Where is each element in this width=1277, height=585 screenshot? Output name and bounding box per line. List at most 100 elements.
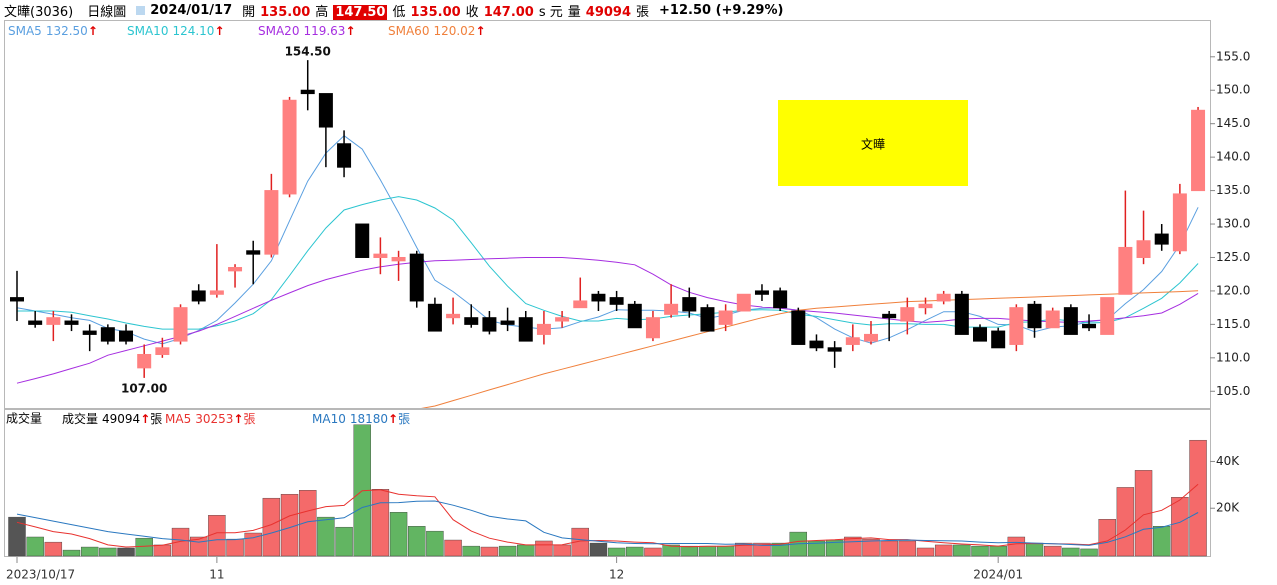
- y-tick-label: 130.0: [1216, 217, 1250, 231]
- volume-bar: [753, 542, 771, 557]
- candle-body: [627, 303, 642, 329]
- volume-bar: [771, 542, 789, 557]
- volume-bar: [117, 547, 135, 557]
- legend-trend: ↑: [140, 412, 150, 426]
- y-tick-label: 155.0: [1216, 49, 1250, 63]
- y-tick-label: 40K: [1216, 454, 1240, 468]
- y-tick-label: 145.0: [1216, 116, 1250, 130]
- field-value: 49094: [585, 5, 632, 20]
- candle-body: [409, 253, 424, 302]
- candle-body: [427, 303, 442, 332]
- legend-entry: SMA60 120.02↑: [388, 24, 486, 38]
- y-tick-label: 20K: [1216, 501, 1240, 515]
- candle-body: [773, 290, 788, 309]
- legend-unit: 張: [150, 412, 162, 426]
- volume-bar: [480, 546, 499, 557]
- y-tick-label: 125.0: [1216, 250, 1250, 264]
- y-tick-label: 135.0: [1216, 183, 1250, 197]
- legend-name: MA10: [312, 412, 346, 426]
- candle-body: [591, 293, 606, 302]
- volume-bar: [1025, 542, 1044, 557]
- candle-body: [300, 89, 315, 95]
- candle-body: [155, 347, 170, 355]
- legend-name: 成交量: [62, 411, 98, 426]
- candle-body: [809, 340, 824, 349]
- volume-bar: [99, 547, 117, 557]
- candle-body: [391, 256, 406, 262]
- candle-body: [446, 313, 461, 319]
- legend-value: 132.50: [46, 24, 88, 38]
- candle-body: [1191, 109, 1206, 192]
- field-value: 147.00: [483, 5, 534, 20]
- legend-trend: ↑: [214, 24, 224, 38]
- volume-bar: [135, 537, 153, 557]
- candle-body: [1009, 307, 1024, 345]
- field-label: 高: [315, 5, 329, 20]
- candle-body: [1118, 246, 1133, 295]
- volume-bar: [1007, 536, 1026, 557]
- ma-line: [421, 290, 1199, 408]
- volume-bar: [571, 527, 589, 557]
- candle-body: [1027, 303, 1042, 329]
- legend-trend: ↑: [345, 24, 355, 38]
- legend-entry: MA5 30253↑張: [165, 412, 255, 426]
- field-suffix: s 元: [538, 5, 563, 20]
- volume-bar: [80, 546, 99, 557]
- checkbox[interactable]: [136, 6, 146, 15]
- field-label: 量: [567, 5, 581, 20]
- label-box: [778, 100, 968, 186]
- volume-bar: [371, 489, 390, 557]
- x-tick-label: 11: [209, 568, 224, 582]
- annotation: 154.50: [285, 45, 331, 59]
- volume-bar: [971, 545, 989, 557]
- legend-value: 49094: [102, 412, 140, 426]
- legend-name: SMA10: [127, 24, 168, 38]
- candle-body: [736, 293, 751, 312]
- candle-body: [191, 290, 206, 302]
- label-box-text: 文曄: [861, 137, 885, 152]
- volume-bar: [1062, 547, 1080, 557]
- volume-bar: [898, 540, 917, 557]
- volume-bar: [299, 490, 317, 557]
- volume-bar: [389, 512, 408, 557]
- candle-body: [1136, 240, 1151, 258]
- candle-body: [209, 290, 224, 295]
- legend-entry: SMA5 132.50↑: [8, 24, 98, 38]
- field-value: 147.50: [333, 5, 388, 20]
- y-tick-label: 150.0: [1216, 83, 1250, 97]
- volume-bar: [44, 541, 63, 557]
- volume-bar: [1153, 526, 1171, 557]
- candle-body: [1045, 310, 1060, 329]
- candle-body: [246, 250, 261, 255]
- field-suffix: 張: [636, 5, 650, 20]
- price-panel: [4, 20, 1211, 409]
- candle-body: [664, 303, 679, 315]
- volume-bar: [226, 538, 244, 557]
- candle-body: [464, 317, 479, 325]
- legend-value: 119.63: [303, 24, 345, 38]
- legend-value: 124.10: [172, 24, 214, 38]
- volume-bar: [1171, 497, 1189, 557]
- candle-body: [555, 317, 570, 322]
- volume-bar: [426, 530, 444, 557]
- volume-bar: [607, 547, 626, 557]
- field-label: 開: [242, 5, 256, 20]
- annotation: 107.00: [121, 381, 167, 395]
- candle-body: [373, 253, 388, 258]
- candle-body: [991, 330, 1006, 349]
- legend-value: 30253: [195, 412, 233, 426]
- volume-bar: [934, 544, 953, 557]
- volume-bar: [153, 544, 172, 557]
- legend-name: SMA60: [388, 24, 429, 38]
- candle-body: [1063, 307, 1078, 335]
- y-tick-label: 105.0: [1216, 384, 1250, 398]
- candle-body: [100, 327, 115, 342]
- legend-entry: SMA20 119.63↑: [258, 24, 356, 38]
- volume-bar: [553, 544, 571, 557]
- candle-body: [536, 323, 551, 335]
- volume-bar: [862, 538, 880, 557]
- volume-bar: [716, 545, 735, 557]
- candle-body: [718, 310, 733, 325]
- field-label: 收: [465, 5, 479, 20]
